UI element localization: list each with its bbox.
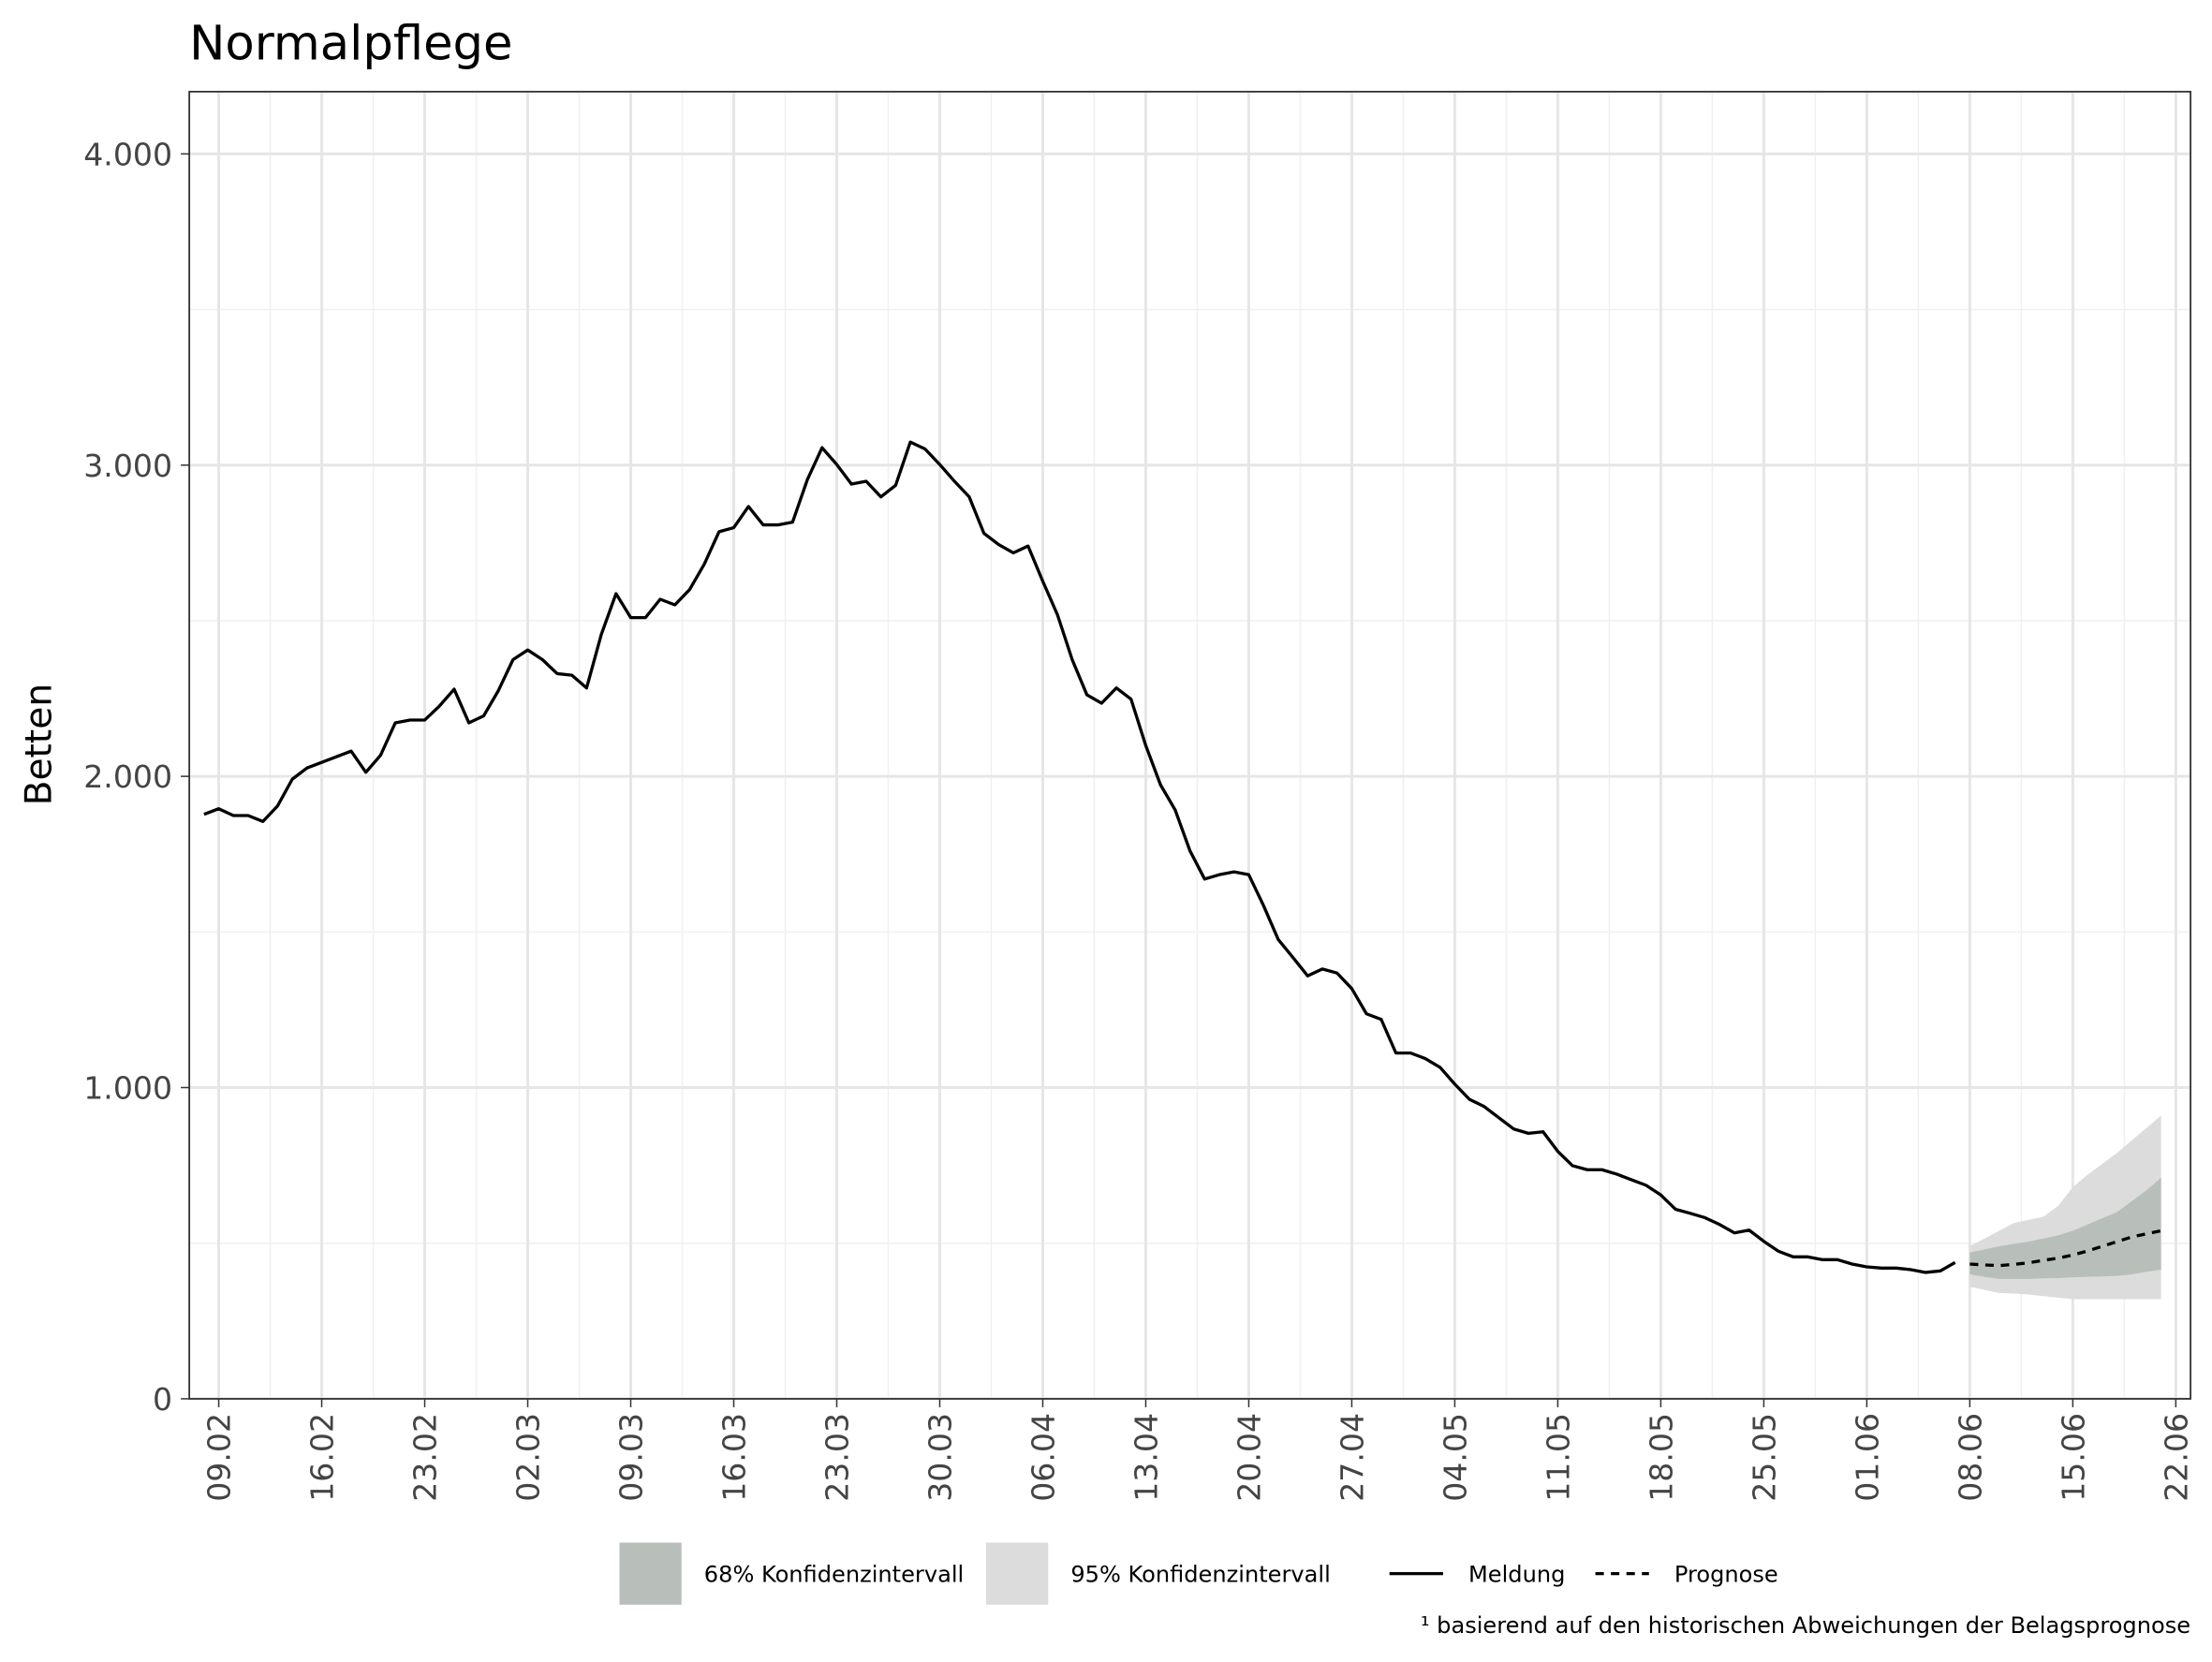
x-tick-label: 16.02 [304,1413,341,1502]
x-tick-label: 23.02 [407,1413,444,1502]
legend-label: Prognose [1674,1562,1778,1588]
x-tick-label: 23.03 [819,1413,856,1502]
legend-label: 68% Konfidenzintervall [704,1562,964,1588]
y-tick-label: 1.000 [83,1070,172,1107]
x-tick-label: 18.05 [1643,1413,1679,1502]
y-tick-label: 0 [153,1381,172,1418]
x-tick-label: 16.03 [716,1413,753,1502]
legend-label: Meldung [1468,1562,1565,1588]
confidence-band [1969,1177,2161,1279]
x-tick-label: 22.06 [2158,1413,2194,1502]
legend-label: 95% Konfidenzintervall [1070,1562,1330,1588]
plot-border [188,90,2191,1400]
x-tick-label: 30.03 [922,1413,959,1502]
line [1969,1228,2161,1268]
x-tick-label: 27.04 [1334,1413,1370,1502]
x-tick-label: 15.06 [2055,1413,2091,1502]
x-tick-label: 20.04 [1231,1413,1268,1502]
y-tick-label: 2.000 [83,758,172,795]
x-tick-label: 06.04 [1025,1413,1062,1502]
line [203,440,1956,1274]
x-tick-label: 13.04 [1128,1413,1165,1502]
y-tick-label: 4.000 [83,136,172,172]
footnote: ¹ basierend auf den historischen Abweich… [1421,1612,2190,1639]
x-tick-label: 11.05 [1540,1413,1576,1502]
x-tick-label: 02.03 [510,1413,547,1502]
y-axis-label: Betten [19,684,61,806]
x-tick-label: 09.03 [613,1413,650,1502]
chart-title: Normalpflege [189,15,512,71]
y-tick-label: 3.000 [83,448,172,484]
x-tick-label: 09.02 [201,1413,238,1502]
legend-swatch [619,1542,682,1605]
x-tick-label: 25.05 [1746,1413,1782,1502]
x-tick-label: 04.05 [1437,1413,1473,1502]
legend-swatch [985,1542,1049,1605]
x-tick-label: 08.06 [1952,1413,1988,1502]
x-tick-label: 01.06 [1849,1413,1885,1502]
